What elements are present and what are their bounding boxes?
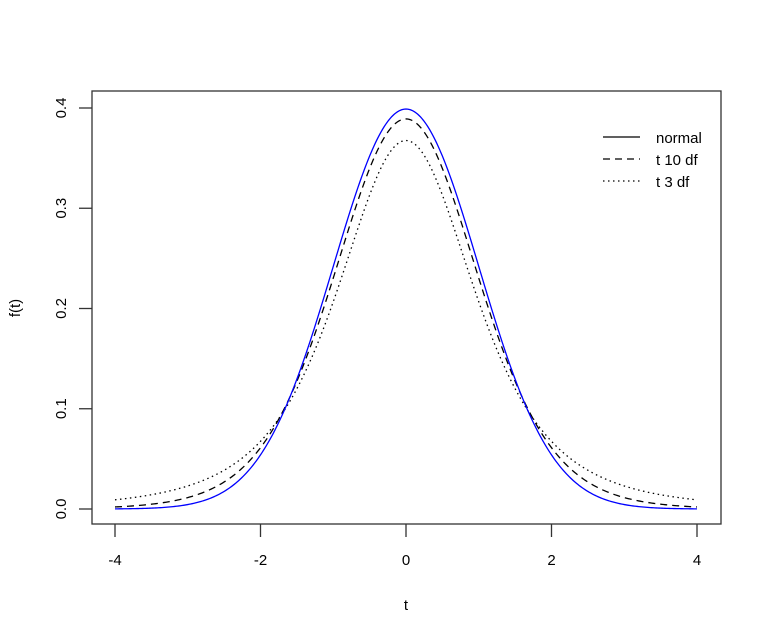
x-axis	[114, 524, 698, 537]
y-tick-label: 0.0	[53, 499, 70, 520]
x-tick-label: 4	[693, 552, 701, 569]
y-tick-label: 0.3	[53, 198, 70, 219]
x-tick-label: 2	[547, 552, 555, 569]
y-tick-label: 0.4	[53, 98, 70, 119]
x-axis-label: t	[404, 597, 409, 614]
legend-label-t3: t 3 df	[656, 174, 690, 191]
x-tick-label: -2	[254, 552, 267, 569]
legend-label-normal: normal	[656, 130, 702, 147]
t10-df-curve	[114, 118, 698, 508]
y-tick-label: 0.1	[53, 398, 70, 419]
legend-label-t10: t 10 df	[656, 152, 699, 169]
y-tick-label: 0.2	[53, 298, 70, 319]
normal-curve	[114, 108, 698, 510]
plot-frame	[91, 90, 722, 525]
t3-df-curve	[114, 139, 698, 501]
legend: normal t 10 df t 3 df	[603, 130, 702, 191]
x-tick-label: 0	[402, 552, 410, 569]
y-axis	[79, 107, 92, 510]
x-tick-label: -4	[108, 552, 121, 569]
y-axis-label: f(t)	[7, 299, 24, 317]
